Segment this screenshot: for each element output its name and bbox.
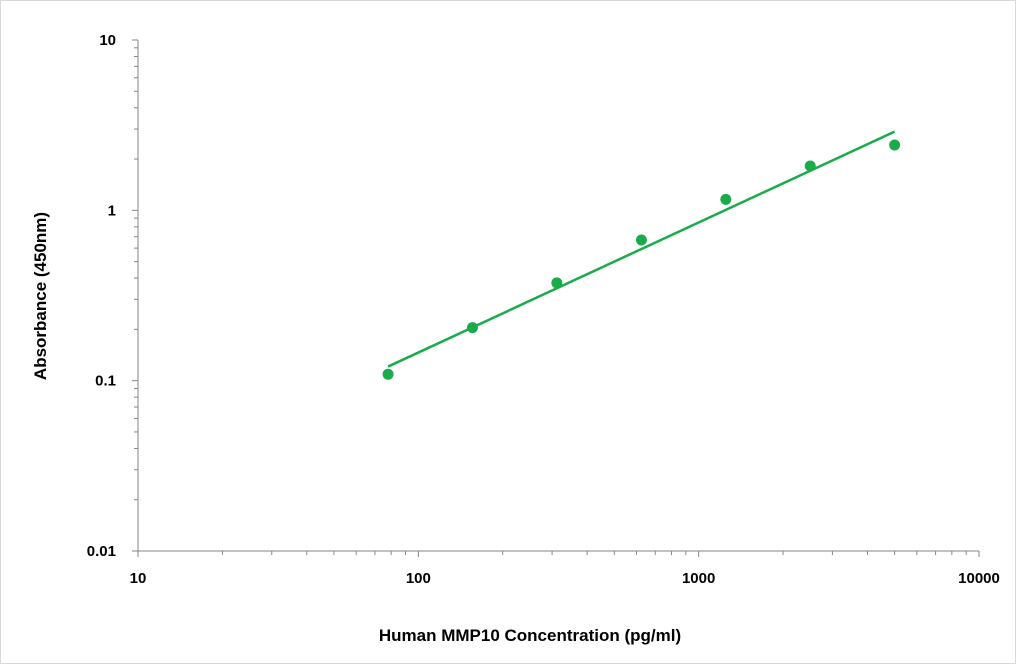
y-tick-label: 1 (108, 202, 116, 219)
x-axis-title: Human MMP10 Concentration (pg/ml) (379, 626, 681, 645)
data-point (382, 368, 394, 380)
data-point (720, 193, 732, 205)
x-tick-label: 100 (406, 570, 431, 587)
x-tick-label: 10000 (958, 570, 1000, 587)
trendline (387, 130, 896, 368)
y-tick-labels: 0.01 0.1 1 10 (87, 32, 116, 560)
data-point (804, 160, 816, 172)
y-tick-label: 10 (99, 32, 116, 49)
data-point (551, 277, 563, 289)
x-tick-labels: 10 100 1000 10000 (130, 570, 1000, 587)
y-axis-title: Absorbance (450nm) (31, 212, 50, 380)
data-points (382, 139, 901, 380)
trendline-segment (387, 130, 896, 368)
data-point (889, 139, 901, 151)
x-tick-label: 10 (130, 570, 147, 587)
y-tick-label: 0.01 (87, 543, 116, 560)
data-point (635, 234, 647, 246)
x-tick-label: 1000 (682, 570, 715, 587)
tick-marks (132, 39, 980, 557)
data-point (466, 322, 478, 334)
y-tick-label: 0.1 (95, 373, 116, 390)
axes (137, 40, 979, 552)
